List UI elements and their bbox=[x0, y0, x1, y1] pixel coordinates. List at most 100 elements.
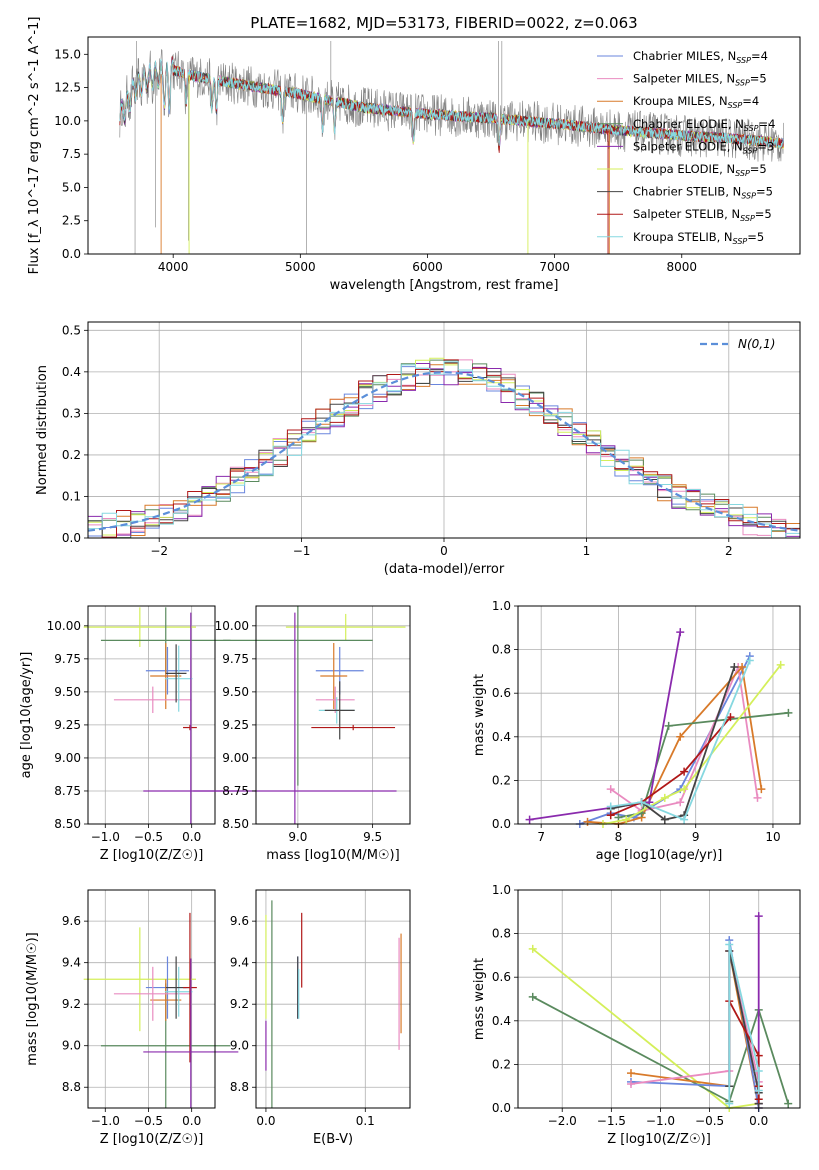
legend-label: Salpeter STELIB, NSSP=5 bbox=[633, 207, 772, 223]
y-tick-label: 2.5 bbox=[62, 214, 81, 228]
x-tick-label: −2 bbox=[150, 544, 168, 558]
data-point-salpeter_stelib bbox=[680, 767, 689, 776]
legend-label-suffix: =5 bbox=[755, 207, 772, 221]
y-tick-label: 9.75 bbox=[222, 652, 249, 666]
data-point-salpeter_stelib bbox=[754, 1095, 763, 1104]
y-tick-label: 0.2 bbox=[492, 1057, 511, 1071]
legend-label-suffix: =5 bbox=[756, 185, 773, 199]
mass-weight-vs-metallicity-panel: −2.0 −1.5 −1.0 −0.5 0.0 0.0 0.2 0.4 0.6 0.8 1.0 Z [… bbox=[472, 883, 801, 1147]
data-point-salpeter_stelib bbox=[726, 713, 735, 722]
legend-label: Salpeter ELODIE, NSSP=3 bbox=[633, 139, 774, 155]
data-point-kroupa_stelib bbox=[754, 1066, 763, 1075]
y-axis-label: age [log10(age/yr)] bbox=[19, 652, 34, 779]
y-axis-label: Normed distribution bbox=[35, 365, 50, 495]
x-tick-label: 0.1 bbox=[356, 1114, 375, 1128]
mass-vs-metallicity-panel: −1.0 −0.5 0.0 8.8 9.0 9.2 9.4 9.6 Z [log10(Z/Z☉)… bbox=[25, 889, 239, 1147]
x-tick-label: 8 bbox=[615, 830, 623, 844]
y-tick-label: 10.00 bbox=[47, 619, 81, 633]
data-point-kroupa_elodie bbox=[622, 815, 631, 824]
axes-frame bbox=[87, 889, 216, 1109]
x-tick-label: 2 bbox=[725, 544, 733, 558]
legend-label-suffix: =5 bbox=[750, 162, 767, 176]
y-tick-label: 9.4 bbox=[230, 956, 249, 970]
y-tick-label: 0.6 bbox=[492, 686, 511, 700]
legend-label-suffix: =3 bbox=[757, 139, 774, 153]
data-point-kroupa_stelib bbox=[725, 1099, 734, 1108]
y-tick-label: 9.50 bbox=[54, 685, 81, 699]
series-line-kroupa_elodie bbox=[532, 948, 759, 1109]
data-point-kroupa_miles bbox=[676, 732, 685, 741]
data-point-kroupa_stelib bbox=[680, 815, 689, 824]
y-tick-label: 10.0 bbox=[54, 114, 81, 128]
data-point-chabrier_elodie bbox=[614, 813, 623, 822]
y-tick-label: 9.4 bbox=[62, 956, 81, 970]
y-tick-label: 8.50 bbox=[54, 817, 81, 831]
axes-frame bbox=[517, 605, 801, 825]
data-point-chabrier_stelib bbox=[730, 663, 739, 672]
x-tick-label: −1.0 bbox=[91, 830, 120, 844]
y-tick-label: 9.2 bbox=[230, 997, 249, 1011]
x-axis-label: wavelength [Angstrom, rest frame] bbox=[330, 278, 559, 293]
x-tick-label: −0.5 bbox=[134, 1114, 163, 1128]
data-point-chabrier_elodie bbox=[784, 708, 793, 717]
data-point-chabrier_elodie bbox=[528, 992, 537, 1001]
data-point-kroupa_stelib bbox=[754, 1086, 763, 1095]
histogram-kroupa_stelib bbox=[88, 360, 800, 539]
y-tick-label: 9.6 bbox=[62, 914, 81, 928]
axes-frame bbox=[255, 605, 411, 825]
x-tick-label: 9.0 bbox=[288, 830, 307, 844]
spectrum-panel: PLATE=1682, MJD=53173, FIBERID=0022, z=0… bbox=[27, 14, 801, 293]
legend-label: N(0,1) bbox=[738, 337, 775, 351]
y-axis-label: mass [log10(M/M☉)] bbox=[25, 932, 40, 1065]
series-line-chabrier_elodie bbox=[532, 996, 790, 1104]
y-tick-label: 9.00 bbox=[222, 751, 249, 765]
y-tick-label: 15.0 bbox=[54, 47, 81, 61]
data-point-kroupa_stelib bbox=[606, 802, 615, 811]
y-tick-label: 9.50 bbox=[222, 685, 249, 699]
x-tick-label: 7000 bbox=[539, 260, 570, 274]
legend-label-main: Salpeter ELODIE, N bbox=[633, 139, 743, 153]
data-point-kroupa_stelib bbox=[745, 656, 754, 665]
data-point-salpeter_miles bbox=[626, 1080, 635, 1089]
mass-weight-vs-age-panel: 7 8 9 10 0.0 0.2 0.4 0.6 0.8 1.0 age [log10(age/yr… bbox=[472, 599, 801, 863]
y-tick-label: 8.50 bbox=[222, 817, 249, 831]
x-tick-label: −0.5 bbox=[134, 830, 163, 844]
data-point-salpeter_elodie bbox=[676, 628, 685, 637]
y-tick-label: 9.0 bbox=[62, 1039, 81, 1053]
x-axis-label: Z [log10(Z/Z☉)] bbox=[100, 1132, 204, 1147]
series-line-salpeter_stelib bbox=[610, 716, 732, 817]
data-point-kroupa_stelib bbox=[725, 940, 734, 949]
y-tick-label: 0.0 bbox=[62, 247, 81, 261]
legend-label: Kroupa MILES, NSSP=4 bbox=[633, 94, 759, 110]
legend-label-sub: SSP bbox=[735, 79, 750, 88]
legend-label-main: Chabrier STELIB, N bbox=[633, 185, 741, 199]
legend-label-suffix: =4 bbox=[759, 117, 776, 131]
axes-frame bbox=[517, 889, 801, 1109]
data-point-kroupa_miles bbox=[583, 817, 592, 826]
x-axis-label: Z [log10(Z/Z☉)] bbox=[100, 848, 204, 863]
x-axis-label: (data-model)/error bbox=[384, 562, 505, 577]
y-tick-label: 0.3 bbox=[62, 406, 81, 420]
histogram-salpeter_elodie bbox=[88, 363, 800, 539]
y-tick-label: 0.0 bbox=[492, 1101, 511, 1115]
data-point-kroupa_elodie bbox=[680, 785, 689, 794]
data-point-kroupa_stelib bbox=[637, 798, 646, 807]
legend-label-sub: SSP bbox=[740, 214, 755, 223]
legend-label: Salpeter MILES, NSSP=5 bbox=[633, 72, 767, 88]
x-tick-label: 9 bbox=[692, 830, 700, 844]
y-tick-label: 8.75 bbox=[54, 784, 81, 798]
legend-label-main: Salpeter STELIB, N bbox=[633, 207, 740, 221]
y-tick-label: 5.0 bbox=[62, 180, 81, 194]
x-tick-label: 0.0 bbox=[182, 1114, 201, 1128]
data-point-salpeter_miles bbox=[676, 798, 685, 807]
data-point-chabrier_elodie bbox=[664, 721, 673, 730]
y-tick-label: 0.1 bbox=[62, 489, 81, 503]
data-point-salpeter_elodie bbox=[754, 912, 763, 921]
series-line-kroupa_miles bbox=[587, 664, 763, 825]
legend-label-sub: SSP bbox=[736, 56, 751, 65]
data-point-kroupa_elodie bbox=[776, 660, 785, 669]
x-tick-label: −1.5 bbox=[597, 1114, 626, 1128]
y-tick-label: 0.4 bbox=[62, 365, 81, 379]
age-vs-metallicity-panel: −1.0 −0.5 0.0 8.50 8.75 9.00 9.25 9.50 9.75 10.00… bbox=[19, 605, 239, 863]
legend-label-sub: SSP bbox=[733, 237, 748, 246]
